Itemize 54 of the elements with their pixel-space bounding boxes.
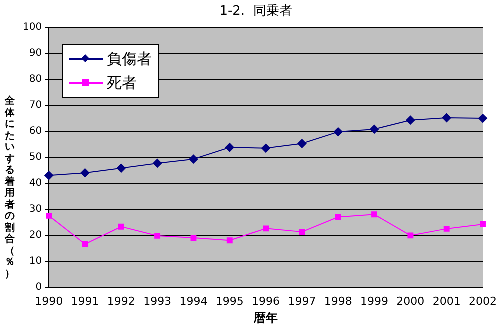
legend-label: 負傷者 <box>107 50 152 68</box>
point <box>299 229 306 236</box>
x-tick-label: 1990 <box>35 294 64 308</box>
point <box>408 232 414 239</box>
chart-title: 1-2. 同乗者 <box>220 4 292 20</box>
x-tick-label: 1998 <box>324 294 352 308</box>
point <box>226 238 233 244</box>
point <box>372 212 378 218</box>
y-tick-label: 100 <box>22 22 42 34</box>
x-tick-label: 1994 <box>180 294 208 308</box>
point <box>480 222 486 228</box>
x-tick-label: 1995 <box>216 294 244 308</box>
point <box>335 214 342 220</box>
x-tick-label: 2000 <box>396 294 425 308</box>
point <box>444 226 450 232</box>
point <box>46 212 52 219</box>
point <box>116 164 126 173</box>
x-tick-label: 1991 <box>71 294 100 308</box>
y-tick-label: 80 <box>29 74 42 86</box>
x-tick-label: 1992 <box>107 294 136 308</box>
y-tick-label: 50 <box>29 152 42 164</box>
point <box>225 143 234 152</box>
x-tick-label: 2002 <box>469 294 498 308</box>
y-tick-label: 90 <box>29 48 42 60</box>
x-tick-label: 2001 <box>432 294 461 308</box>
y-tick-label: 70 <box>29 100 42 112</box>
point <box>406 116 416 125</box>
point <box>44 171 54 180</box>
x-tick-label: 1993 <box>144 294 172 308</box>
point <box>334 128 343 137</box>
y-tick-label: 20 <box>29 230 42 242</box>
y-tick-label: 60 <box>29 126 42 138</box>
y-tick-label: 30 <box>29 204 42 216</box>
y-tick-label: 40 <box>29 178 42 190</box>
point <box>298 139 307 148</box>
point <box>153 158 162 168</box>
point <box>189 154 198 164</box>
point <box>118 224 124 230</box>
x-axis-title: 暦年 <box>253 310 278 325</box>
point <box>190 235 197 242</box>
legend-label: 死者 <box>107 74 137 92</box>
point <box>154 232 161 239</box>
text: 全体にたいする着用者の割合（％） <box>5 96 15 280</box>
point <box>442 114 452 123</box>
point <box>370 124 380 134</box>
x-tick-label: 1996 <box>252 294 280 308</box>
x-tick-label: 1997 <box>288 294 316 308</box>
y-tick-label: 10 <box>29 256 42 268</box>
point <box>478 114 488 124</box>
x-tick-label: 1999 <box>360 294 389 308</box>
y-tick-label: 0 <box>36 282 42 293</box>
point <box>80 168 90 178</box>
point <box>262 144 271 153</box>
point <box>263 226 270 232</box>
